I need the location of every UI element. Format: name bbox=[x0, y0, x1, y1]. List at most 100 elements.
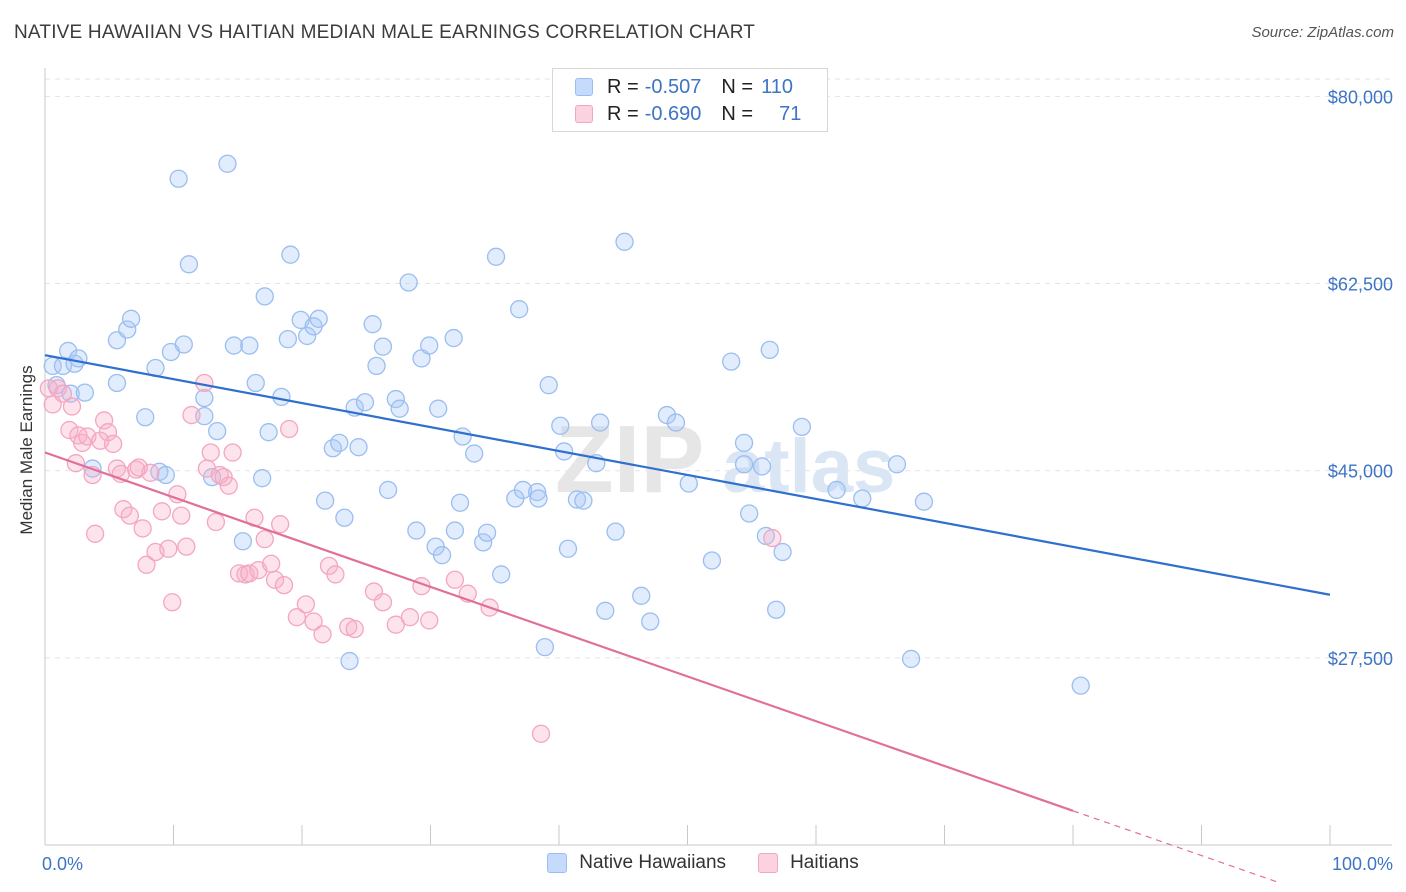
chart-title: NATIVE HAWAIIAN VS HAITIAN MEDIAN MALE E… bbox=[14, 22, 756, 43]
point-native-hawaiians bbox=[335, 508, 354, 527]
legend-r-value: -0.690 bbox=[644, 102, 702, 125]
point-native-hawaiians bbox=[887, 455, 907, 474]
point-haitians bbox=[265, 570, 285, 589]
point-haitians bbox=[152, 502, 172, 521]
point-native-hawaiians bbox=[513, 480, 533, 500]
point-haitians bbox=[400, 608, 420, 627]
point-haitians bbox=[85, 524, 105, 543]
point-haitians bbox=[48, 379, 67, 398]
point-haitians bbox=[271, 515, 290, 534]
bottom-legend-native-hawaiians: Native Hawaiians bbox=[547, 852, 726, 874]
point-haitians bbox=[137, 555, 156, 574]
point-haitians bbox=[229, 564, 249, 583]
trend-line-haitians-extension bbox=[1072, 810, 1279, 883]
point-native-hawaiians bbox=[407, 521, 426, 540]
point-native-hawaiians bbox=[281, 245, 300, 264]
point-native-hawaiians bbox=[208, 421, 227, 441]
point-native-hawaiians bbox=[474, 533, 493, 552]
legend-row-haitians: R = -0.690 N = 71 bbox=[575, 102, 801, 126]
y-tick-labels: $27,500 $45,000 $62,500 $80,000 bbox=[1328, 87, 1393, 668]
point-native-hawaiians bbox=[420, 336, 439, 355]
point-haitians bbox=[279, 419, 299, 439]
point-haitians bbox=[255, 529, 274, 549]
legend-row-native-hawaiians: R = -0.507 N = 110 bbox=[575, 75, 793, 99]
point-haitians bbox=[345, 619, 364, 639]
point-native-hawaiians bbox=[486, 247, 506, 266]
point-haitians bbox=[60, 420, 79, 440]
legend-box: R = -0.507 N = 110 R = -0.690 N = 71 bbox=[552, 68, 828, 132]
point-native-hawaiians bbox=[574, 491, 593, 510]
trend-line-haitians bbox=[44, 451, 1074, 812]
point-haitians bbox=[133, 519, 152, 538]
point-haitians bbox=[206, 512, 226, 532]
point-native-hawaiians bbox=[734, 433, 754, 453]
point-native-hawaiians bbox=[218, 154, 237, 173]
point-native-hawaiians bbox=[901, 649, 921, 669]
point-native-hawaiians bbox=[195, 407, 214, 426]
point-native-hawaiians bbox=[450, 493, 470, 512]
point-native-hawaiians bbox=[195, 388, 214, 408]
point-haitians bbox=[262, 554, 281, 573]
point-native-hawaiians bbox=[641, 612, 660, 631]
point-native-hawaiians bbox=[309, 309, 328, 328]
point-haitians bbox=[172, 506, 191, 525]
point-native-hawaiians bbox=[233, 532, 253, 551]
point-native-hawaiians bbox=[535, 638, 555, 657]
point-native-hawaiians bbox=[174, 335, 193, 354]
point-haitians bbox=[214, 467, 233, 487]
point-haitians bbox=[445, 570, 465, 589]
point-haitians bbox=[287, 608, 307, 627]
point-native-hawaiians bbox=[378, 480, 398, 500]
legend-r-value: -0.507 bbox=[644, 75, 702, 98]
legend-n-label: N = bbox=[721, 102, 754, 125]
y-tick-label: $62,500 bbox=[1328, 275, 1393, 295]
point-native-hawaiians bbox=[330, 433, 349, 453]
point-native-hawaiians bbox=[827, 480, 846, 500]
point-haitians bbox=[141, 463, 160, 482]
point-native-hawaiians bbox=[666, 413, 686, 432]
point-native-hawaiians bbox=[722, 352, 741, 371]
point-native-hawaiians bbox=[760, 340, 779, 359]
point-native-hawaiians bbox=[315, 491, 335, 510]
point-native-hawaiians bbox=[69, 349, 88, 368]
point-native-hawaiians bbox=[156, 465, 175, 485]
point-native-hawaiians bbox=[429, 399, 448, 418]
point-native-hawaiians bbox=[253, 469, 272, 488]
point-haitians bbox=[763, 528, 782, 548]
bottom-legend-haitians: Haitians bbox=[758, 852, 859, 874]
point-native-hawaiians bbox=[465, 444, 484, 463]
point-haitians bbox=[326, 565, 345, 584]
legend-r-label: R = bbox=[607, 75, 639, 98]
point-native-hawaiians bbox=[1071, 676, 1090, 695]
point-haitians bbox=[62, 397, 82, 416]
point-haitians bbox=[223, 443, 242, 462]
point-native-hawaiians bbox=[399, 273, 418, 292]
point-haitians bbox=[159, 539, 178, 558]
point-native-hawaiians bbox=[510, 300, 529, 319]
point-haitians bbox=[296, 595, 316, 614]
point-native-hawaiians bbox=[590, 413, 610, 432]
point-native-hawaiians bbox=[679, 474, 698, 493]
point-native-hawaiians bbox=[179, 255, 199, 274]
point-native-hawaiians bbox=[118, 320, 137, 339]
point-native-hawaiians bbox=[792, 417, 812, 436]
trend-line-native-hawaiians bbox=[44, 354, 1331, 596]
point-native-hawaiians bbox=[551, 416, 570, 435]
point-native-hawaiians bbox=[752, 457, 772, 476]
point-native-hawaiians bbox=[444, 328, 463, 348]
point-native-hawaiians bbox=[606, 522, 625, 541]
point-haitians bbox=[98, 423, 118, 442]
point-native-hawaiians bbox=[355, 393, 375, 412]
y-tick-label: $80,000 bbox=[1328, 87, 1393, 107]
point-native-hawaiians bbox=[367, 356, 386, 376]
point-haitians bbox=[177, 537, 196, 556]
point-native-hawaiians bbox=[121, 309, 141, 328]
point-native-hawaiians bbox=[255, 287, 274, 306]
point-native-hawaiians bbox=[914, 492, 934, 511]
point-native-hawaiians bbox=[773, 542, 792, 562]
point-native-hawaiians bbox=[767, 600, 786, 619]
point-haitians bbox=[127, 460, 146, 479]
point-native-hawaiians bbox=[453, 427, 472, 446]
point-haitians bbox=[129, 458, 148, 477]
